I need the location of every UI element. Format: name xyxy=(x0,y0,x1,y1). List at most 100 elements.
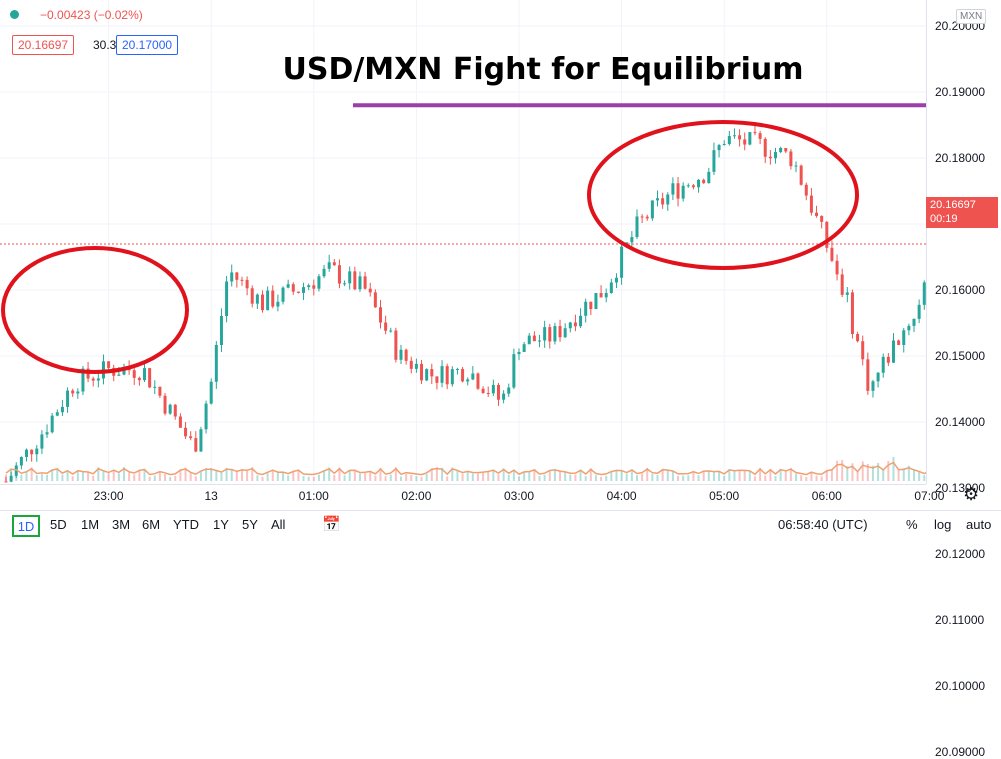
candle-body xyxy=(143,368,147,381)
volume-bar xyxy=(538,476,541,481)
candle-body xyxy=(45,432,49,435)
log-toggle[interactable]: log xyxy=(934,517,952,532)
volume-bar xyxy=(620,470,623,481)
candle-body xyxy=(163,395,167,414)
spread-value: 30.3 xyxy=(93,38,117,52)
volume-bar xyxy=(784,470,787,481)
price-axis[interactable]: 20.2000020.2100020.2000020.1900020.18000… xyxy=(926,0,1001,759)
candle-body xyxy=(40,434,44,449)
candle-body xyxy=(722,144,726,146)
candle-body xyxy=(230,272,234,282)
range-1m-button[interactable]: 1M xyxy=(81,517,100,532)
volume-bar xyxy=(774,476,777,481)
candle-body xyxy=(153,386,157,388)
range-1d-button[interactable]: 1D xyxy=(12,515,40,537)
candle-body xyxy=(599,293,603,298)
volume-bar xyxy=(46,474,49,481)
range-ytd-button[interactable]: YTD xyxy=(173,517,199,532)
candle-body xyxy=(348,271,352,284)
candle-body xyxy=(502,393,506,400)
candle-body xyxy=(420,363,424,381)
candle-body xyxy=(158,386,162,396)
candle-body xyxy=(281,287,285,302)
candle-body xyxy=(471,373,475,380)
candle-body xyxy=(189,436,193,439)
volume-bar xyxy=(112,469,115,481)
highlight-ellipse xyxy=(587,120,859,270)
sell-price-button[interactable]: 20.16697 xyxy=(12,35,75,55)
time-tick-label: 13 xyxy=(204,489,218,503)
volume-bar xyxy=(748,470,751,481)
volume-bar xyxy=(256,475,259,481)
range-5y-button[interactable]: 5Y xyxy=(242,517,258,532)
auto-toggle[interactable]: auto xyxy=(966,517,992,532)
volume-bar xyxy=(836,460,839,481)
volume-bar xyxy=(261,476,264,481)
range-all-button[interactable]: All xyxy=(271,517,286,532)
candle-body xyxy=(732,135,736,137)
gear-icon[interactable]: ⚙ xyxy=(963,484,980,504)
volume-bar xyxy=(225,467,228,481)
volume-bar xyxy=(158,472,161,481)
utc-clock[interactable]: 06:58:40 (UTC) xyxy=(778,517,868,532)
volume-bar xyxy=(102,470,105,481)
volume-bar xyxy=(487,471,490,481)
chart-area[interactable]: −0.00423 (−0.02%) 20.16697 30.3 20.17000… xyxy=(0,0,931,753)
volume-bar xyxy=(87,472,90,481)
time-tick-label: 23:00 xyxy=(93,489,124,503)
volume-bar xyxy=(738,469,741,481)
range-1y-button[interactable]: 1Y xyxy=(213,517,229,532)
range-5d-button[interactable]: 5D xyxy=(50,517,67,532)
candle-body xyxy=(763,138,767,157)
candle-body xyxy=(804,184,808,196)
candle-body xyxy=(414,363,418,369)
percent-toggle[interactable]: % xyxy=(906,517,918,532)
volume-bar xyxy=(271,469,274,481)
volume-bar xyxy=(107,473,110,481)
volume-bar xyxy=(692,472,695,481)
candle-body xyxy=(384,322,388,331)
candle-body xyxy=(866,359,870,391)
volume-bar xyxy=(574,474,577,481)
candle-body xyxy=(538,340,542,342)
volume-bar xyxy=(507,474,510,481)
volume-bar xyxy=(579,469,582,481)
volume-bar xyxy=(276,473,279,481)
volume-bar xyxy=(456,469,459,481)
volume-bar xyxy=(887,460,890,481)
candle-body xyxy=(214,344,218,382)
time-axis[interactable]: 23:00 13 01:00 02:00 03:00 04:00 05:00 06:00 07:… xyxy=(0,484,944,507)
candle-body xyxy=(573,322,577,327)
volume-bar xyxy=(610,472,613,481)
calendar-icon[interactable]: 📅 xyxy=(322,516,341,533)
candle-body xyxy=(774,152,777,159)
candle-body xyxy=(178,416,182,428)
candle-body xyxy=(507,387,511,394)
volume-bar xyxy=(189,473,192,481)
candle-body xyxy=(907,325,911,331)
volume-bar xyxy=(394,467,397,481)
volume-bar xyxy=(76,470,79,481)
candle-body xyxy=(30,449,34,455)
volume-bar xyxy=(851,463,854,481)
buy-price-button[interactable]: 20.17000 xyxy=(116,35,179,55)
candle-body xyxy=(568,322,572,329)
range-6m-button[interactable]: 6M xyxy=(142,517,161,532)
range-3m-button[interactable]: 3M xyxy=(112,517,131,532)
bottom-toolbar: 1D 5D 1M 3M 6M YTD 1Y 5Y All 📅 06:58:40 … xyxy=(0,510,1001,541)
volume-bar xyxy=(564,472,567,481)
volume-bar xyxy=(246,469,249,481)
volume-bar xyxy=(430,468,433,481)
candle-body xyxy=(96,378,100,381)
volume-bar xyxy=(292,471,295,481)
candle-body xyxy=(630,237,634,243)
volume-bar xyxy=(512,469,515,481)
volume-bar xyxy=(128,472,131,481)
time-tick-label: 01:00 xyxy=(298,489,329,503)
candle-body xyxy=(389,330,393,332)
volume-bar xyxy=(230,468,233,481)
candle-body xyxy=(789,151,793,167)
candle-body xyxy=(584,301,588,316)
volume-bar xyxy=(707,470,710,481)
candle-body xyxy=(312,285,316,289)
